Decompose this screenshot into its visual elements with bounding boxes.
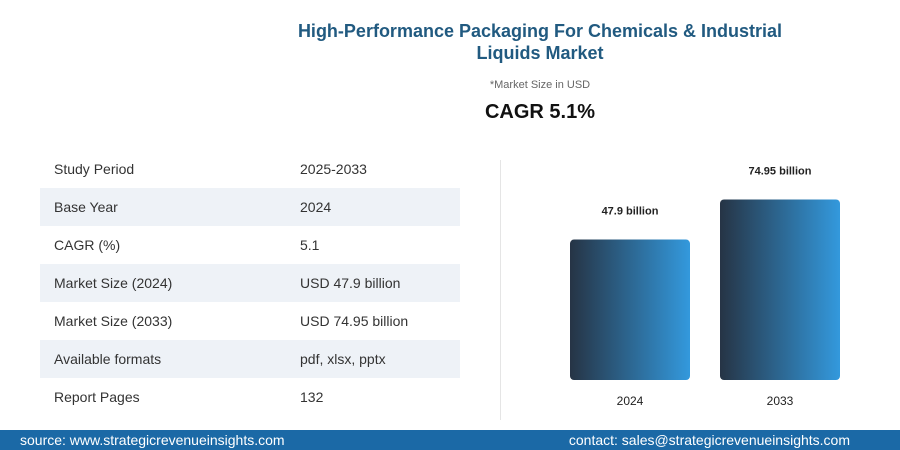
- divider: [500, 160, 501, 420]
- x-tick-label: 2024: [617, 394, 644, 408]
- table-cell: pdf, xlsx, pptx: [300, 351, 386, 367]
- table: Study Period 2025-2033 Base Year 2024 CAGR (…: [40, 150, 460, 416]
- table-cell: 5.1: [300, 237, 320, 253]
- cagr: CAGR 5.1%: [484, 101, 596, 123]
- footer: source: www.strategicrevenueinsights.com…: [0, 430, 900, 450]
- table-cell: USD 47.9 billion: [300, 275, 401, 291]
- table-cell: 2024: [300, 199, 332, 215]
- contact: contact: sales@strategicrevenueinsights.…: [568, 432, 850, 448]
- subtitle: *Market Size in USD: [489, 79, 591, 91]
- value-label: 74.95 billion: [749, 165, 812, 177]
- table-row: Available formats pdf, xlsx, pptx: [40, 340, 460, 378]
- value-label: 47.9 billion: [602, 205, 659, 217]
- x-tick-label: 2033: [767, 394, 794, 408]
- table-row: CAGR (%) 5.1: [40, 226, 460, 264]
- table-cell: 2025-2033: [300, 161, 367, 177]
- table-cell: Study Period: [54, 161, 135, 177]
- chart: 47.9 billion 2024 74.95 billion 2033: [570, 165, 840, 408]
- table-cell: CAGR (%): [54, 237, 121, 253]
- source: source: www.strategicrevenueinsights.com: [20, 432, 285, 448]
- table-cell: Available formats: [54, 351, 162, 367]
- table-cell: 132: [300, 389, 324, 405]
- table-cell: USD 74.95 billion: [300, 313, 409, 329]
- table-row: Report Pages 132: [40, 378, 460, 416]
- table-row: Market Size (2033) USD 74.95 billion: [40, 302, 460, 340]
- table-row: Market Size (2024) USD 47.9 billion: [40, 264, 460, 302]
- table-row: Study Period 2025-2033: [40, 150, 460, 188]
- bar: [570, 239, 690, 380]
- bar: [720, 199, 840, 380]
- table-cell: Report Pages: [54, 389, 140, 405]
- table-cell: Market Size (2024): [54, 275, 173, 291]
- table-cell: Market Size (2033): [54, 313, 173, 329]
- table-cell: Base Year: [54, 199, 118, 215]
- table-row: Base Year 2024: [40, 188, 460, 226]
- title: High-Performance Packaging For Chemicals…: [297, 21, 783, 63]
